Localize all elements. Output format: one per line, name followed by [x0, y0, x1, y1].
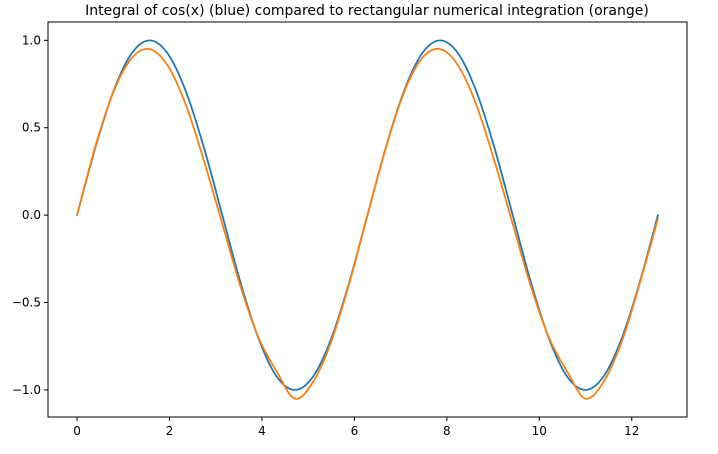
- axes-frame: [47, 21, 688, 418]
- x-axis: 0 2 4 6 8 10 12: [73, 417, 639, 438]
- y-tick-label: 0.0: [22, 208, 41, 222]
- y-tick-label: 1.0: [22, 33, 41, 47]
- plot-area: [47, 21, 688, 418]
- y-axis: −1.0 −0.5 0.0 0.5 1.0: [12, 33, 48, 397]
- y-tick-label: 0.5: [22, 121, 41, 135]
- x-tick-label: 8: [443, 424, 451, 438]
- x-tick-label: 4: [258, 424, 266, 438]
- y-tick-label: −0.5: [12, 296, 41, 310]
- x-tick-label: 10: [532, 424, 547, 438]
- series-layer: [76, 39, 659, 400]
- series-line-2: [76, 47, 659, 400]
- chart-title: Integral of cos(x) (blue) compared to re…: [85, 3, 649, 19]
- x-tick-label: 0: [73, 424, 81, 438]
- x-tick-label: 2: [166, 424, 174, 438]
- x-tick-label: 6: [351, 424, 359, 438]
- x-tick-label: 12: [624, 424, 639, 438]
- y-tick-label: −1.0: [12, 383, 41, 397]
